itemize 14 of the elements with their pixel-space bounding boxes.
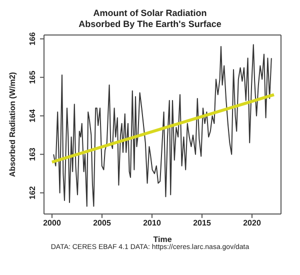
line-series — [53, 44, 272, 207]
x-tick-label: 2000 — [43, 218, 62, 228]
y-tick-label: 164 — [28, 108, 37, 123]
x-tick-label: 2010 — [143, 218, 162, 228]
x-tick-label: 2005 — [93, 218, 112, 228]
y-tick-label: 165 — [28, 70, 37, 84]
x-tick-label: 2020 — [243, 218, 262, 228]
y-axis-title: Absorbed Radiation (W/m2) — [8, 72, 17, 177]
y-tick-label: 163 — [28, 147, 37, 162]
y-tick-label: 162 — [28, 186, 37, 200]
y-tick-label: 166 — [28, 32, 37, 46]
x-tick-label: 2015 — [193, 218, 212, 228]
x-axis-title: Time — [153, 235, 172, 244]
chart-title: Amount of Solar Radiation Absorbed By The Earth's Surface — [78, 8, 222, 30]
